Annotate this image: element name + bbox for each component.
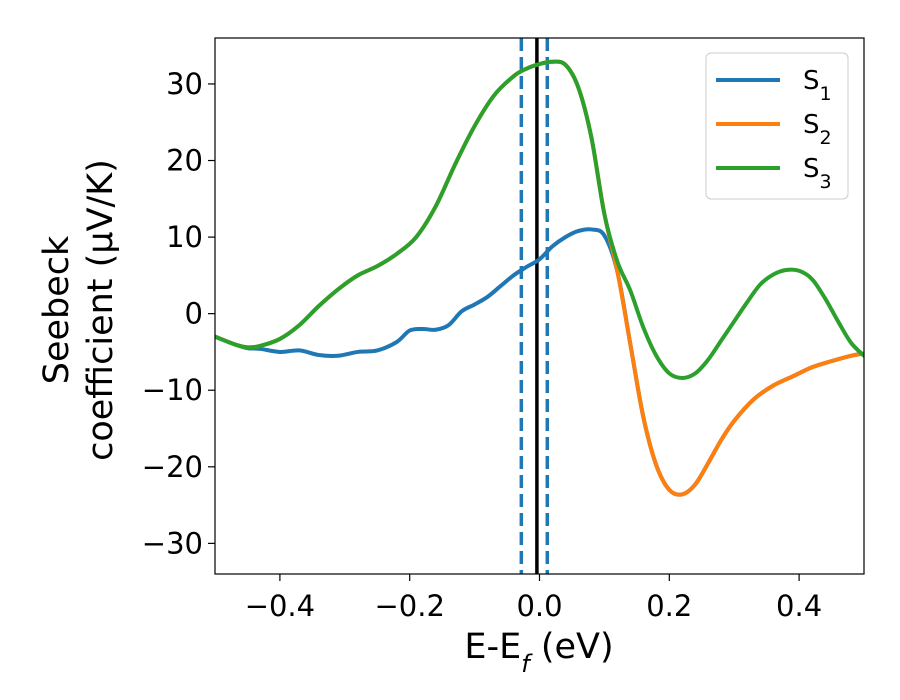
- x-tick-label: 0.4: [776, 589, 822, 623]
- plot-area: [215, 38, 864, 574]
- legend-label-s2: S2: [803, 110, 832, 149]
- y-tick-label: −20: [142, 450, 203, 484]
- legend: S1 S2 S3: [705, 52, 849, 200]
- x-tick-label: −0.4: [245, 589, 315, 623]
- x-axis-label: E-Ef (eV): [464, 627, 613, 678]
- x-axis: −0.4 −0.2 0.0 0.2 0.4: [245, 574, 822, 623]
- x-tick-label: −0.2: [374, 589, 444, 623]
- y-tick-label: −30: [142, 526, 203, 560]
- y-axis-label-line2: coefficient (μV/K): [81, 159, 121, 461]
- y-axis-label-line1: Seebeck: [37, 235, 77, 384]
- y-tick-label: 10: [166, 220, 203, 254]
- x-tick-label: 0.0: [516, 589, 562, 623]
- x-tick-label: 0.2: [646, 589, 692, 623]
- reference-lines: [519, 38, 550, 574]
- y-axis: −30 −20 −10 0 10 20 30: [142, 67, 215, 560]
- series-line-s3: [215, 59, 864, 380]
- legend-label-s1: S1: [803, 66, 832, 105]
- y-tick-label: 30: [166, 67, 203, 101]
- y-tick-label: −10: [142, 373, 203, 407]
- y-tick-label: 0: [185, 297, 203, 331]
- y-tick-label: 20: [166, 144, 203, 178]
- series-line-s1: [215, 227, 864, 497]
- legend-label-s3: S3: [803, 154, 832, 193]
- series-group: [215, 59, 864, 497]
